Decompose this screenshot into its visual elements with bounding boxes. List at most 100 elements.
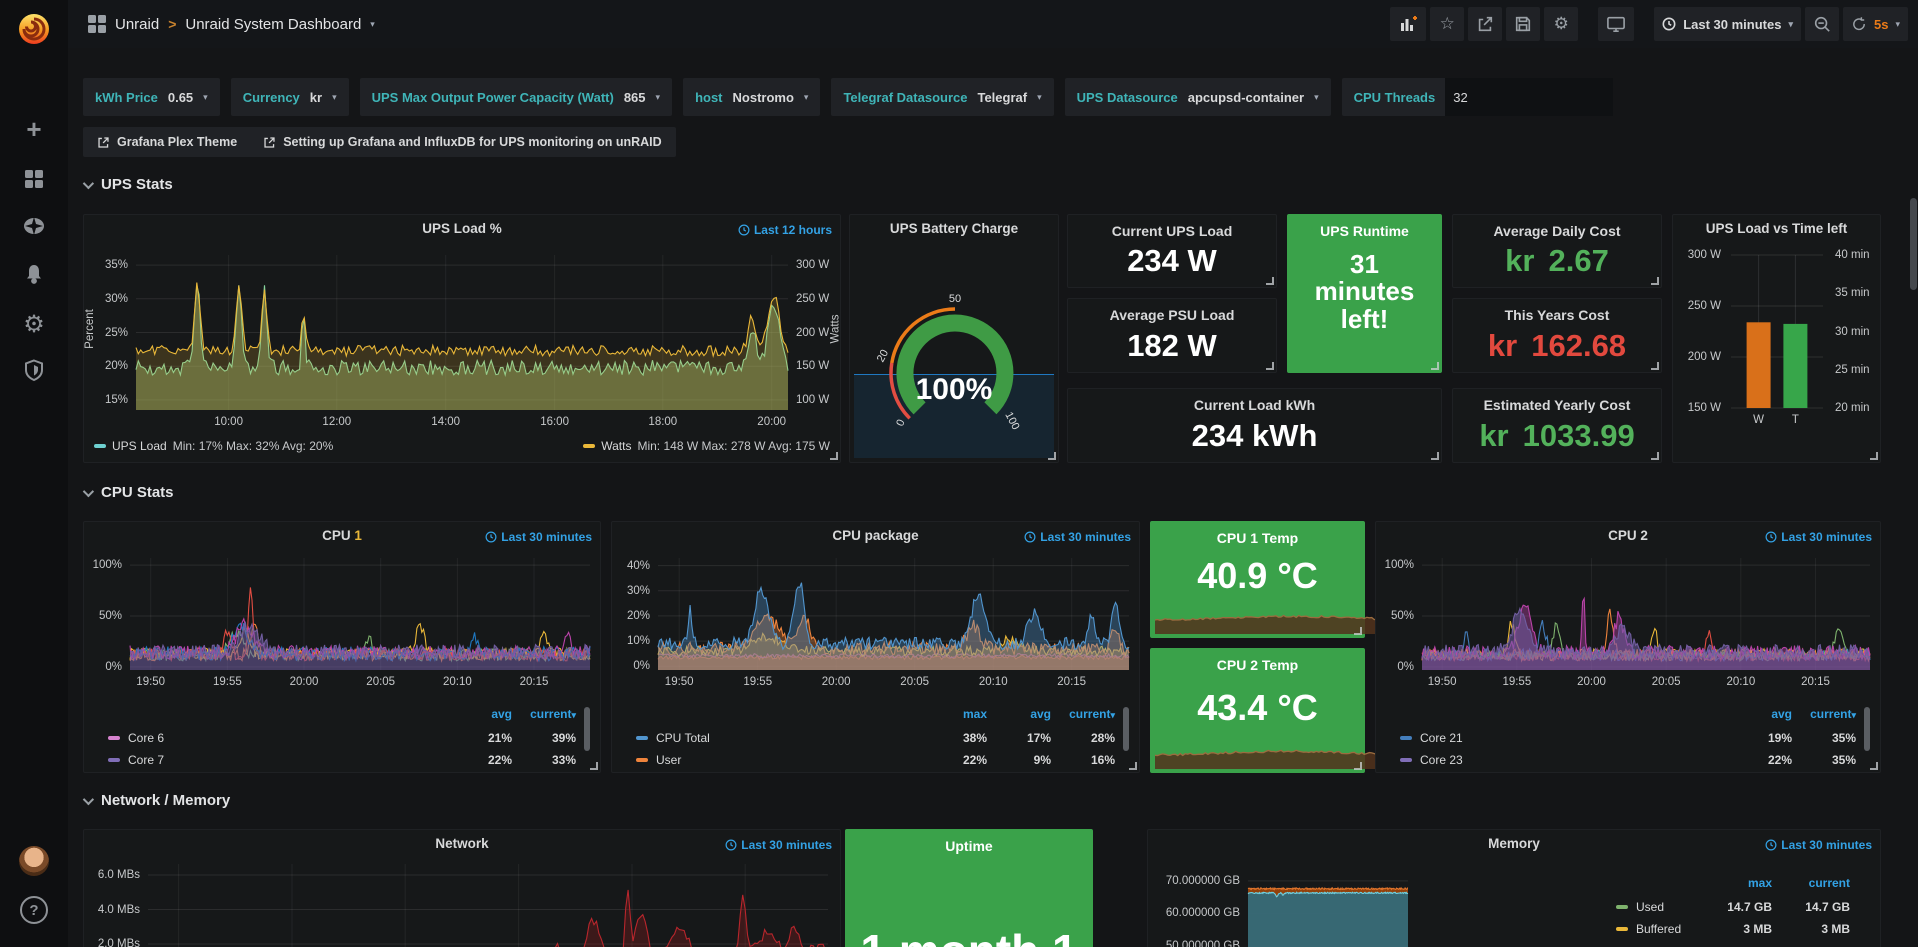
legend-column-header[interactable]: current▾	[530, 707, 576, 721]
dashboard-settings-button[interactable]: ⚙	[1544, 7, 1579, 41]
legend-series[interactable]: Core 7	[108, 753, 164, 767]
chevron-down-icon	[82, 485, 95, 497]
legend-column-header[interactable]: current▾	[1069, 707, 1115, 721]
legend-series[interactable]: Watts Min: 148 W Max: 278 W Avg: 175 W	[583, 439, 830, 453]
panel-title[interactable]: UPS Load vs Time left	[1705, 221, 1848, 236]
breadcrumb-dashboard[interactable]: Unraid System Dashboard	[185, 15, 362, 33]
link-ups-monitoring-guide[interactable]: Setting up Grafana and InfluxDB for UPS …	[263, 135, 662, 149]
y-axis-tick: 150 W	[1687, 402, 1721, 414]
variable-kwh-price[interactable]: kWh Price 0.65 ▾	[83, 78, 220, 116]
section-ups-stats[interactable]: UPS Stats	[82, 176, 173, 193]
panel-time-override[interactable]: Last 30 minutes	[1765, 530, 1872, 544]
variable-currency[interactable]: Currency kr ▾	[230, 78, 349, 116]
refresh-interval-label[interactable]: 5s	[1874, 16, 1889, 32]
stat-title[interactable]: This Years Cost	[1504, 307, 1610, 323]
x-axis-tick: 20:00	[289, 676, 319, 688]
server-admin-shield-icon[interactable]	[22, 358, 46, 387]
panel-time-override[interactable]: Last 12 hours	[738, 223, 832, 237]
time-range-picker[interactable]: Last 30 minutes ▾	[1654, 7, 1801, 41]
panel-time-override[interactable]: Last 30 minutes	[1024, 530, 1131, 544]
legend-column-header[interactable]: current	[1808, 876, 1850, 890]
cpu-threads-input[interactable]	[1445, 78, 1614, 116]
legend-series[interactable]: Core 6	[108, 731, 164, 745]
y-axis-tick: 70.000000 GB	[1165, 874, 1240, 887]
panel-ups-load-vs-time-left: UPS Load vs Time left 300 W 250 W 200 W 150…	[1672, 214, 1881, 463]
panel-title[interactable]: Network	[435, 836, 489, 851]
panel-time-override[interactable]: Last 30 minutes	[725, 838, 832, 852]
y-axis-tick-right: 150 W	[796, 360, 830, 373]
stat-title[interactable]: UPS Runtime	[1320, 223, 1409, 239]
variable-ups-datasource[interactable]: UPS Datasource apcupsd-container ▾	[1064, 78, 1331, 116]
x-axis-tick: 19:50	[664, 676, 694, 688]
legend-series[interactable]: Core 23	[1400, 753, 1463, 767]
variable-ups-max-output[interactable]: UPS Max Output Power Capacity (Watt) 865…	[359, 78, 673, 116]
refresh-button[interactable]: 5s ▾	[1843, 7, 1908, 41]
dashboard-grid-icon[interactable]	[88, 15, 106, 33]
legend-value: 22%	[1767, 753, 1792, 767]
section-network-memory[interactable]: Network / Memory	[82, 792, 230, 809]
stat-title[interactable]: Average PSU Load	[1109, 307, 1235, 323]
stat-title[interactable]: Estimated Yearly Cost	[1483, 397, 1631, 413]
legend-column-header[interactable]: max	[962, 707, 987, 721]
panel-time-override[interactable]: Last 30 minutes	[485, 530, 592, 544]
y-axis-tick: 0%	[1397, 660, 1414, 673]
panel-cpu-1-temp: CPU 1 Temp 40.9 °C	[1150, 521, 1455, 638]
star-dashboard-button[interactable]: ☆	[1430, 7, 1465, 41]
stat-title[interactable]: CPU 2 Temp	[1216, 657, 1299, 673]
help-icon[interactable]: ?	[20, 896, 48, 924]
legend-series[interactable]: Used	[1616, 900, 1664, 914]
variable-telegraf-datasource[interactable]: Telegraf Datasource Telegraf ▾	[831, 78, 1054, 116]
configuration-gear-icon[interactable]: ⚙	[23, 311, 45, 338]
share-dashboard-button[interactable]	[1468, 7, 1503, 41]
create-plus-icon[interactable]: +	[26, 114, 42, 144]
legend-scrollbar-thumb[interactable]	[1864, 707, 1870, 751]
legend-series[interactable]: Core 21	[1400, 731, 1463, 745]
panel-title[interactable]: CPU 1	[322, 528, 362, 543]
add-panel-button[interactable]	[1390, 7, 1427, 41]
explore-compass-icon[interactable]	[22, 214, 46, 243]
variable-cpu-threads: CPU Threads	[1341, 78, 1614, 116]
legend-column-header[interactable]: avg	[491, 707, 512, 721]
stat-title[interactable]: Current UPS Load	[1111, 223, 1233, 239]
legend-column-header[interactable]: max	[1747, 876, 1772, 890]
panel-title[interactable]: UPS Load %	[422, 221, 502, 236]
chevron-down-icon	[82, 793, 95, 805]
legend-series[interactable]: Buffered	[1616, 922, 1681, 936]
legend-value: 21%	[487, 731, 512, 745]
variable-host[interactable]: host Nostromo ▾	[683, 78, 821, 116]
panel-title[interactable]: UPS Battery Charge	[889, 221, 1019, 236]
panel-title[interactable]: CPU 2	[1608, 528, 1648, 543]
legend-series[interactable]: User	[636, 753, 681, 767]
legend-scrollbar-thumb[interactable]	[584, 707, 590, 751]
panel-average-psu-load: Average PSU Load 182 W	[1067, 298, 1277, 373]
cycle-view-mode-button[interactable]	[1598, 7, 1635, 41]
legend-series[interactable]: UPS Load Min: 17% Max: 32% Avg: 20%	[94, 439, 333, 453]
legend-column-header[interactable]: avg	[1771, 707, 1792, 721]
legend-series[interactable]: CPU Total	[636, 731, 710, 745]
panel-time-override[interactable]: Last 30 minutes	[1765, 838, 1872, 852]
dashboards-icon[interactable]	[23, 168, 45, 195]
panel-title[interactable]: Memory	[1488, 836, 1540, 851]
top-navbar: Unraid > Unraid System Dashboard ▾ ☆ ⚙	[68, 0, 1918, 48]
legend-scrollbar-thumb[interactable]	[1123, 707, 1129, 751]
legend-value: 17%	[1026, 731, 1051, 745]
stat-title[interactable]: Average Daily Cost	[1493, 223, 1621, 239]
stat-title[interactable]: Uptime	[945, 838, 993, 854]
window-scrollbar-thumb[interactable]	[1910, 198, 1917, 290]
legend-column-header[interactable]: avg	[1030, 707, 1051, 721]
panel-title[interactable]: CPU package	[832, 528, 919, 543]
breadcrumb-folder[interactable]: Unraid	[115, 15, 160, 33]
link-grafana-plex-theme[interactable]: Grafana Plex Theme	[97, 135, 237, 149]
save-dashboard-button[interactable]	[1506, 7, 1541, 41]
breadcrumb-caret-icon[interactable]: ▾	[370, 18, 375, 29]
stat-title[interactable]: CPU 1 Temp	[1216, 530, 1299, 546]
y-axis-tick-right: 300 W	[796, 259, 830, 272]
section-cpu-stats[interactable]: CPU Stats	[82, 484, 174, 501]
user-avatar[interactable]	[19, 846, 49, 876]
stat-title[interactable]: Current Load kWh	[1193, 397, 1316, 413]
zoom-out-time-button[interactable]	[1805, 7, 1839, 41]
stat-value: 40.9 °C	[1197, 555, 1318, 596]
grafana-logo-icon[interactable]	[14, 8, 54, 48]
legend-column-header[interactable]: current▾	[1810, 707, 1856, 721]
alerting-bell-icon[interactable]	[22, 262, 46, 291]
